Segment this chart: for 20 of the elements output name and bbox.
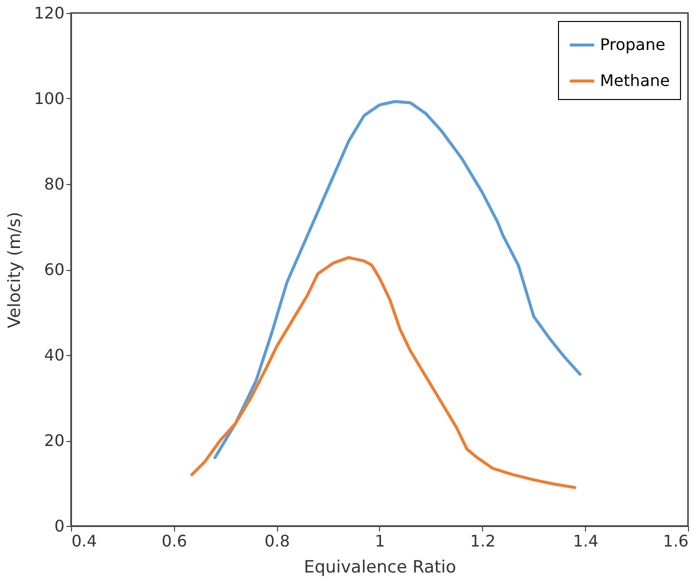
y-tick-label: 120 <box>34 4 64 22</box>
x-tick-label: 1.4 <box>572 532 598 550</box>
x-tick-label: 1 <box>374 532 386 550</box>
x-tick-label: 0.8 <box>264 532 290 550</box>
x-tick-label: 0.6 <box>162 532 188 550</box>
y-tick-label: 40 <box>44 346 64 364</box>
x-axis-title: Equivalence Ratio <box>304 558 456 578</box>
y-axis-title: Velocity (m/s) <box>4 212 25 328</box>
legend-label: Propane <box>600 35 666 54</box>
legend-label: Methane <box>600 71 670 90</box>
y-tick-label: 20 <box>44 431 64 450</box>
y-tick-label: 60 <box>44 260 64 279</box>
x-tick-label: 0.4 <box>72 532 97 550</box>
y-tick-label: 80 <box>44 174 64 194</box>
line-series <box>213 100 582 460</box>
x-tick-label: 1.2 <box>470 532 496 550</box>
line-series <box>190 256 576 490</box>
y-tick-label: 0 <box>54 516 64 536</box>
y-tick-label: 100 <box>34 89 64 108</box>
x-tick-label: 1.6 <box>663 532 688 550</box>
